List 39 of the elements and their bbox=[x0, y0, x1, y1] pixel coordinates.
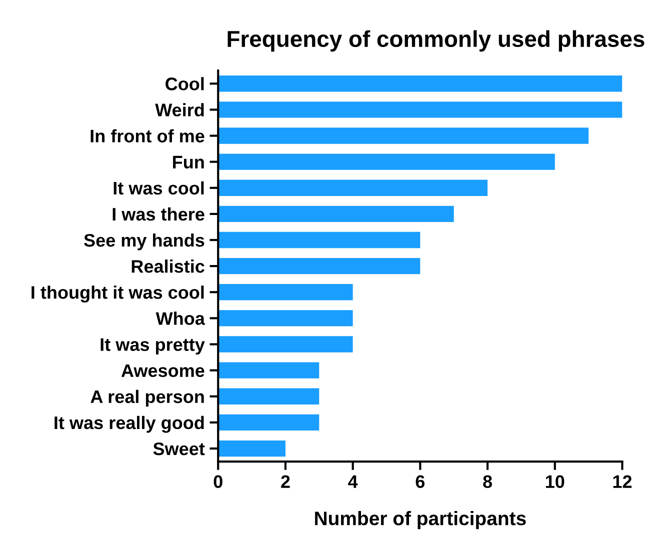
y-tick-label: Sweet bbox=[153, 442, 205, 456]
y-tick-label: I thought it was cool bbox=[32, 286, 204, 302]
y-tick-label: Fun bbox=[173, 156, 204, 169]
bar bbox=[218, 388, 320, 404]
y-tick-label: It was really good bbox=[54, 416, 204, 433]
x-tick-label: 4 bbox=[348, 475, 358, 488]
bar bbox=[218, 206, 454, 222]
y-tick-label: A real person bbox=[90, 390, 204, 407]
bar bbox=[218, 362, 320, 378]
bar bbox=[218, 414, 320, 431]
x-tick-label: 8 bbox=[483, 475, 492, 488]
y-tick-label: It was pretty bbox=[100, 338, 205, 355]
bar bbox=[218, 258, 420, 274]
bar bbox=[218, 76, 622, 92]
bar bbox=[218, 284, 353, 300]
chart-title: Frequency of commonly used phrases bbox=[228, 30, 644, 52]
bar bbox=[218, 440, 286, 457]
bar bbox=[218, 154, 555, 170]
bar bbox=[218, 310, 353, 326]
y-tick-label: Realistic bbox=[132, 260, 204, 273]
bar bbox=[218, 180, 488, 196]
bar bbox=[218, 232, 420, 248]
y-tick-label: Whoa bbox=[156, 312, 206, 325]
x-axis-title: Number of participants bbox=[315, 511, 526, 530]
y-tick-label: Awesome bbox=[121, 364, 204, 378]
y-tick-label: Weird bbox=[155, 103, 204, 116]
y-tick-label: It was cool bbox=[114, 181, 204, 195]
y-tick-label: I was there bbox=[112, 207, 204, 221]
bar bbox=[218, 102, 622, 118]
y-tick-label: Cool bbox=[166, 77, 204, 90]
x-tick-label: 10 bbox=[546, 475, 564, 488]
x-tick-label: 12 bbox=[613, 475, 632, 488]
bar bbox=[218, 128, 589, 144]
y-tick-label: In front of me bbox=[90, 129, 204, 142]
x-tick-label: 6 bbox=[416, 475, 425, 488]
y-tick-label: See my hands bbox=[84, 233, 204, 250]
x-tick-label: 0 bbox=[214, 475, 222, 488]
bar bbox=[218, 336, 353, 352]
x-tick-label: 2 bbox=[281, 475, 290, 488]
